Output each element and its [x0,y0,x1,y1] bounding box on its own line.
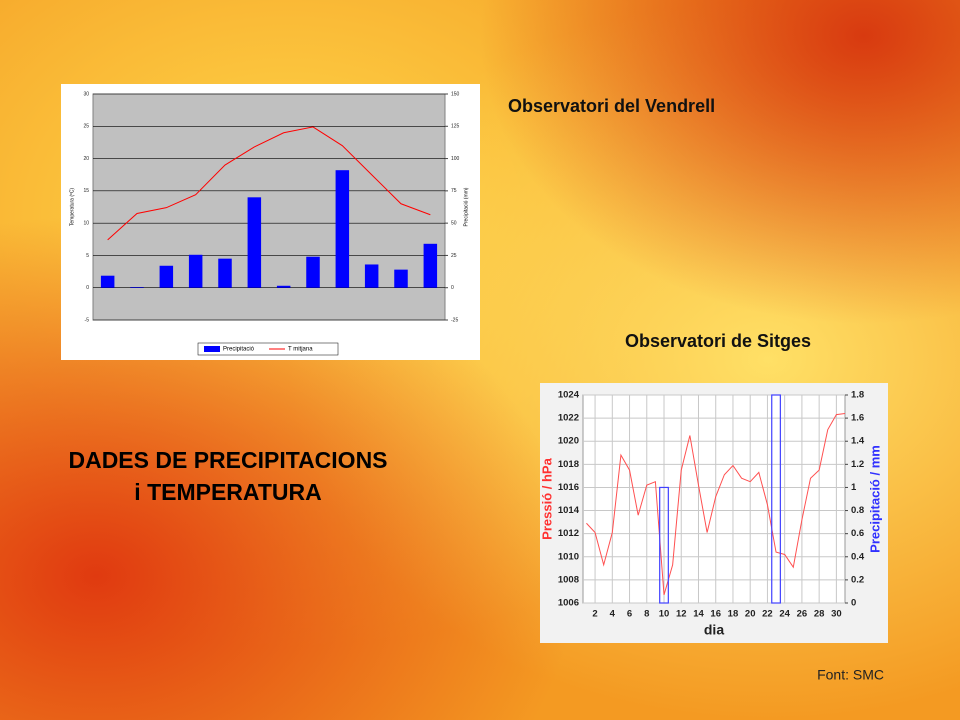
y2-axis-label: Precipitació / mm [867,445,882,553]
y-tick-label: 1016 [558,482,579,493]
y2-tick-label: 75 [451,188,457,194]
y-tick-label: 20 [83,156,89,162]
caption: Observatori de Sitges [625,331,811,351]
x-tick-label: 2 [592,609,597,620]
bar [130,287,144,288]
y-tick-label: 5 [86,253,89,259]
x-tick-label: 10 [659,609,670,620]
x-tick-label: 30 [831,609,842,620]
y-axis-label: Pressió / hPa [539,457,554,539]
y-axis-label: Temperatura (ºC) [69,188,75,227]
bar [659,486,669,604]
y-tick-label: 1014 [558,505,580,516]
y-tick-label: 1012 [558,528,579,539]
bar [335,170,350,288]
bar [364,264,379,288]
y2-tick-label: 0.2 [851,574,864,585]
y2-tick-label: 100 [451,156,460,162]
caption: Observatori del Vendrell [508,96,715,116]
y-tick-label: 1006 [558,598,579,609]
x-tick-label: 8 [644,609,649,620]
x-tick-label: 14 [693,609,704,620]
y2-axis-label: Precipitació (mm) [463,187,469,226]
x-tick-label: 20 [745,609,756,620]
plot-area [582,394,846,604]
slide-title: i TEMPERATURA [134,479,321,505]
y2-tick-label: 50 [451,220,457,226]
bar [100,275,115,288]
source: Font: SMC [817,667,884,683]
y-tick-label: -5 [85,317,90,323]
bar [394,269,408,288]
bar [247,197,262,288]
y2-tick-label: 125 [451,124,460,130]
bar [188,254,203,288]
y2-tick-label: 0.8 [851,505,864,516]
plot-area [92,93,446,321]
legend-box [197,342,339,356]
y2-tick-label: 0 [851,598,856,609]
y2-tick-label: 1.2 [851,459,864,470]
line [586,412,846,596]
y2-tick-label: 1 [851,482,857,493]
x-tick-label: 4 [610,609,616,620]
bar [771,394,781,604]
y2-tick-label: 150 [451,91,460,97]
y2-tick-label: 0.6 [851,528,864,539]
y2-tick-label: 1.4 [851,436,865,447]
y-tick-label: 1022 [558,413,579,424]
y2-tick-label: 0 [451,285,454,291]
y-tick-label: 0 [86,285,89,291]
x-tick-label: 22 [762,609,773,620]
y2-tick-label: 0.4 [851,551,865,562]
y2-tick-label: 1.6 [851,413,864,424]
x-tick-label: 12 [676,609,687,620]
y-tick-label: 25 [83,124,89,130]
bar [218,258,232,288]
legend-swatch [204,346,220,352]
y-tick-label: 1018 [558,459,579,470]
bar [159,265,174,288]
y-tick-label: 15 [83,188,89,194]
x-tick-label: 16 [710,609,721,620]
y-tick-label: 30 [83,91,89,97]
y2-tick-label: 1.8 [851,390,864,401]
y-tick-label: 1010 [558,551,579,562]
x-tick-label: 26 [797,609,808,620]
x-tick-label: 18 [728,609,739,620]
x-tick-label: 6 [627,609,632,620]
bar [306,256,320,288]
bar [276,285,291,288]
y-tick-label: 10 [83,220,89,226]
x-tick-label: 24 [779,609,790,620]
y-tick-label: 1008 [558,574,579,585]
legend-label: Precipitació [223,347,255,353]
y-tick-label: 1020 [558,436,579,447]
bar [423,243,438,288]
legend-label: T mitjana [288,347,313,353]
y2-tick-label: -25 [451,317,458,323]
x-tick-label: 28 [814,609,825,620]
line [107,126,431,241]
y2-tick-label: 25 [451,253,457,259]
slide-title: DADES DE PRECIPITACIONS [68,447,387,473]
x-axis-label: dia [704,622,724,638]
y-tick-label: 1024 [558,390,580,401]
